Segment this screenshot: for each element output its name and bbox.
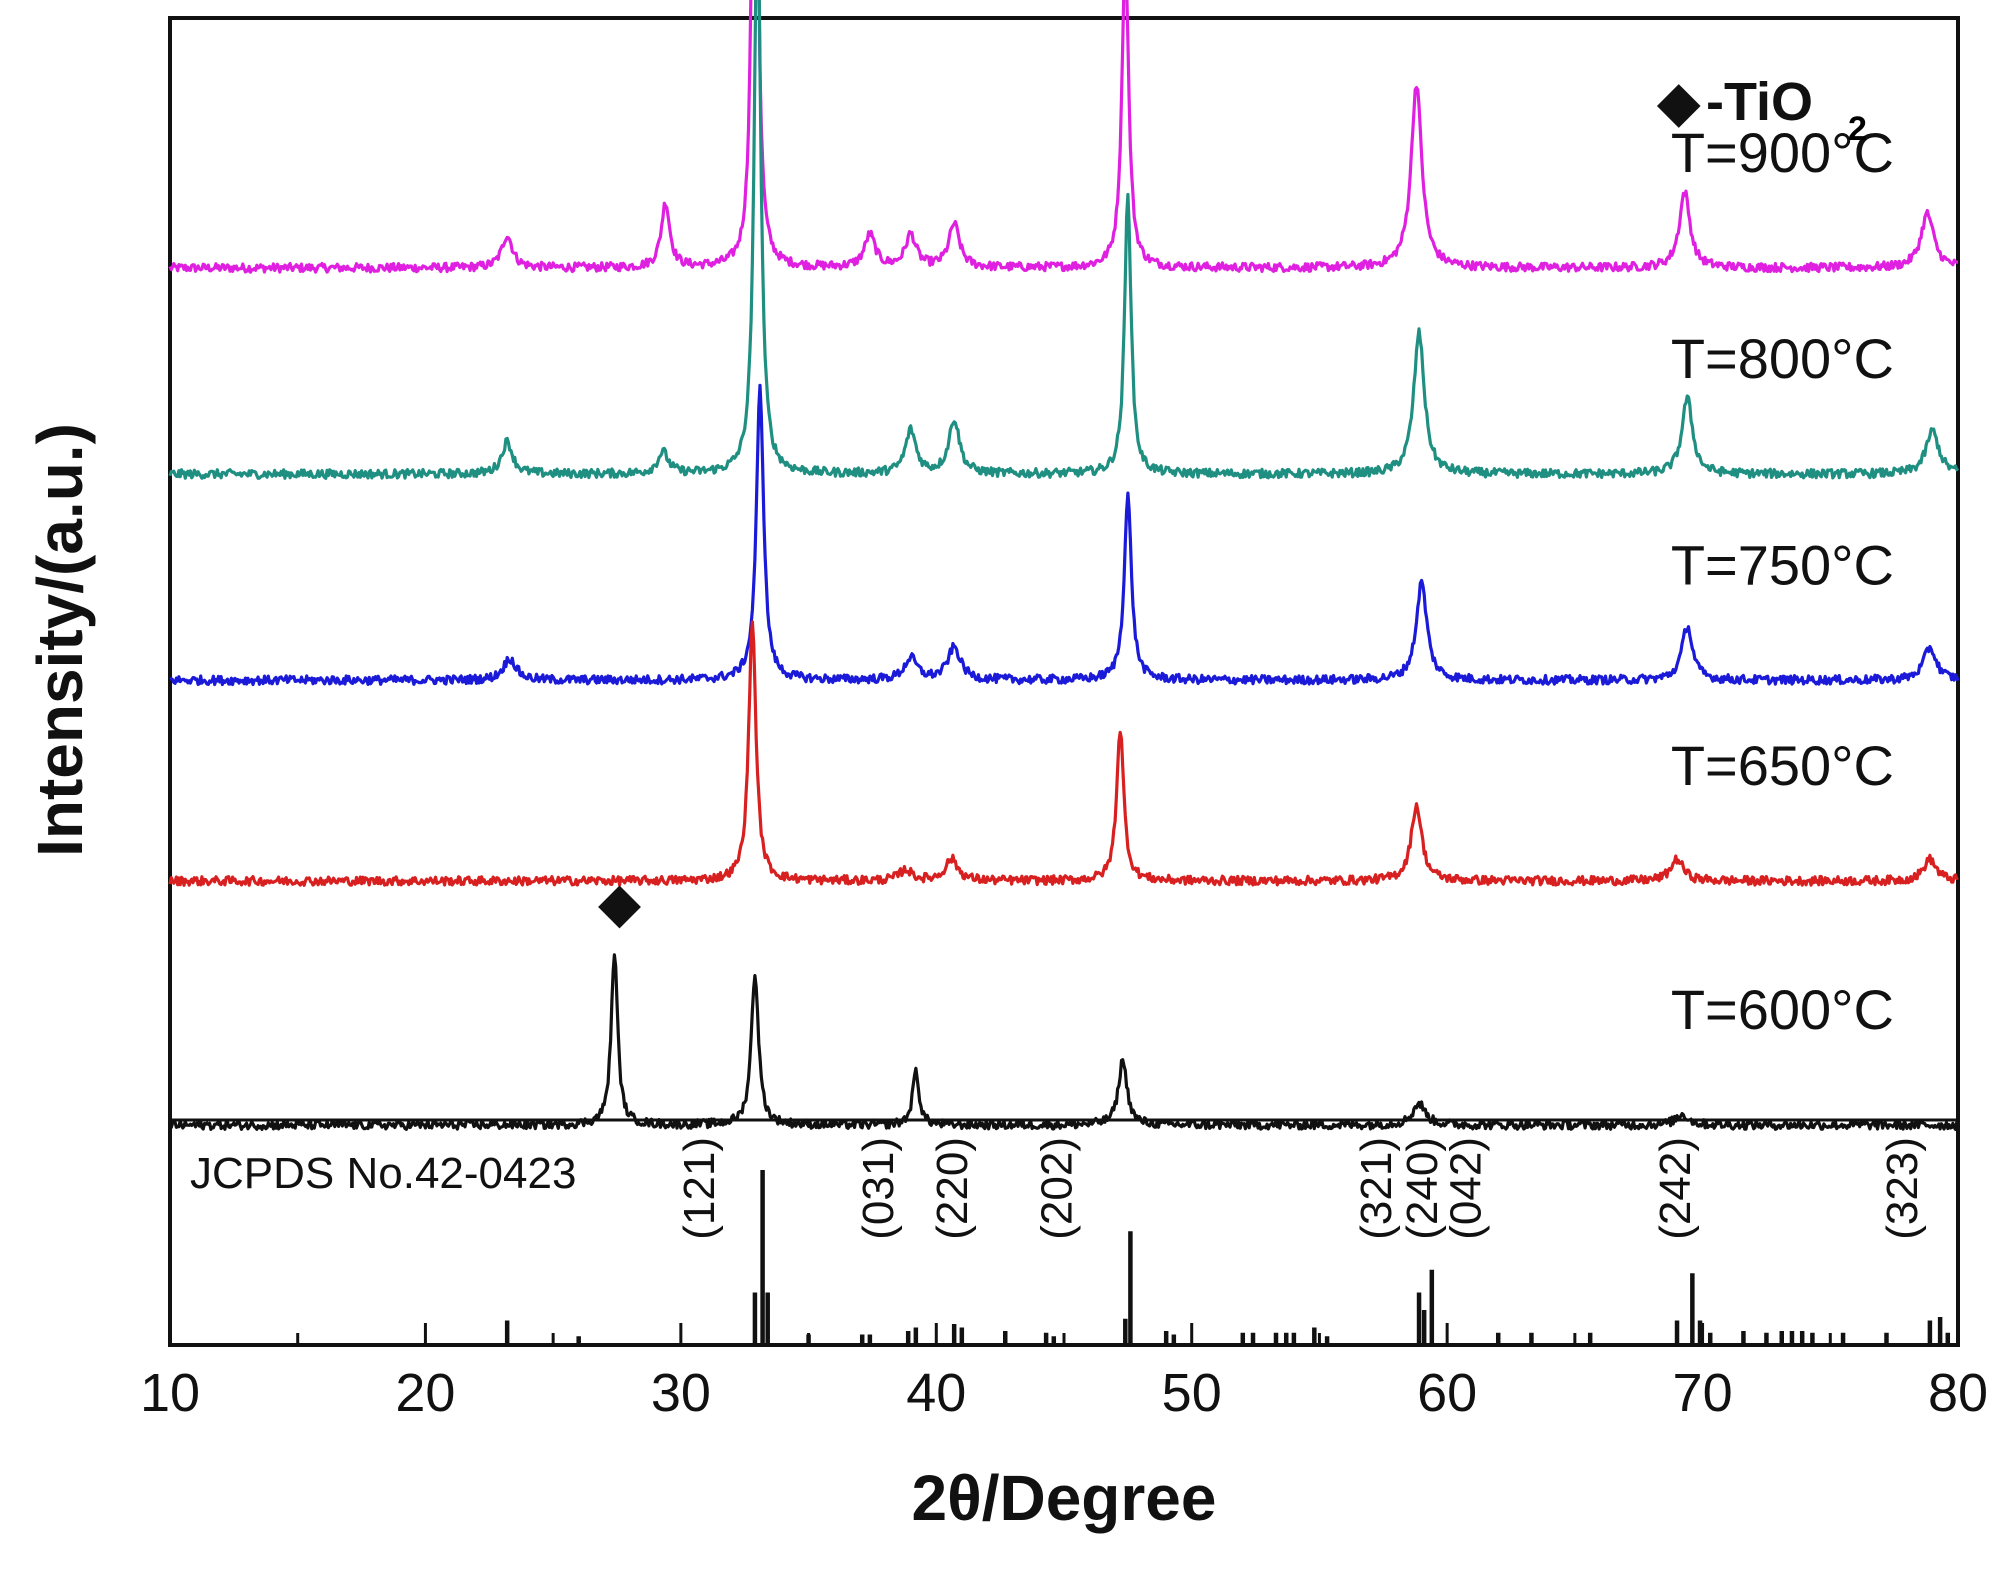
- reference-name: JCPDS No.42-0423: [190, 1149, 576, 1198]
- hkl-label: (240): [1398, 1137, 1447, 1240]
- x-tick-label: 10: [140, 1363, 200, 1423]
- legend-marker: ◆: [1656, 72, 1701, 132]
- series-label: T=650°C: [1671, 734, 1894, 797]
- series-line-4: [168, 953, 1960, 1131]
- hkl-label: (242): [1651, 1137, 1700, 1240]
- hkl-label: (321): [1352, 1137, 1401, 1240]
- series-label: T=900°C: [1671, 121, 1894, 184]
- x-tick-label: 70: [1673, 1363, 1733, 1423]
- legend-subscript: 2: [1848, 110, 1867, 148]
- tio2-peak-marker: ◆: [598, 871, 641, 934]
- series-line-3: [168, 620, 1959, 887]
- y-axis-title: Intensity/(a.u.): [24, 423, 96, 857]
- series-label: T=750°C: [1671, 533, 1894, 596]
- reference-pattern: [504, 1170, 1951, 1345]
- legend: ◆ -TiO 2: [1656, 72, 1867, 148]
- x-tick-label: 40: [906, 1363, 966, 1423]
- x-tick-label: 80: [1928, 1363, 1988, 1423]
- hkl-label: (323): [1878, 1137, 1927, 1240]
- x-tick-label: 20: [395, 1363, 455, 1423]
- x-tick-label: 30: [651, 1363, 711, 1423]
- x-axis-title: 2θ/Degree: [912, 1462, 1217, 1534]
- series-label: T=600°C: [1671, 978, 1894, 1041]
- hkl-label: (121): [675, 1137, 724, 1240]
- x-axis-tick-labels: 10 20 30 40 50 60 70 80: [140, 1363, 1988, 1423]
- hkl-label: (220): [928, 1137, 977, 1240]
- hkl-label: (202): [1033, 1137, 1082, 1240]
- hkl-label: (042): [1441, 1137, 1490, 1240]
- series-label-layer: T=900°C T=800°C T=750°C T=650°C T=600°C: [1671, 121, 1894, 1041]
- legend-text: -TiO: [1706, 72, 1813, 132]
- hkl-label-layer: (121) (031) (220) (202) (321)(240)(042) (242)…: [675, 1137, 1927, 1240]
- series-layer: [168, 0, 1960, 1131]
- x-tick-label: 60: [1417, 1363, 1477, 1423]
- series-line-0: [168, 0, 1959, 274]
- series-line-1: [168, 0, 1960, 480]
- hkl-label: (031): [854, 1137, 903, 1240]
- x-tick-label: 50: [1162, 1363, 1222, 1423]
- series-label: T=800°C: [1671, 327, 1894, 390]
- series-line-2: [169, 383, 1960, 687]
- x-axis-ticks: [168, 1323, 1960, 1345]
